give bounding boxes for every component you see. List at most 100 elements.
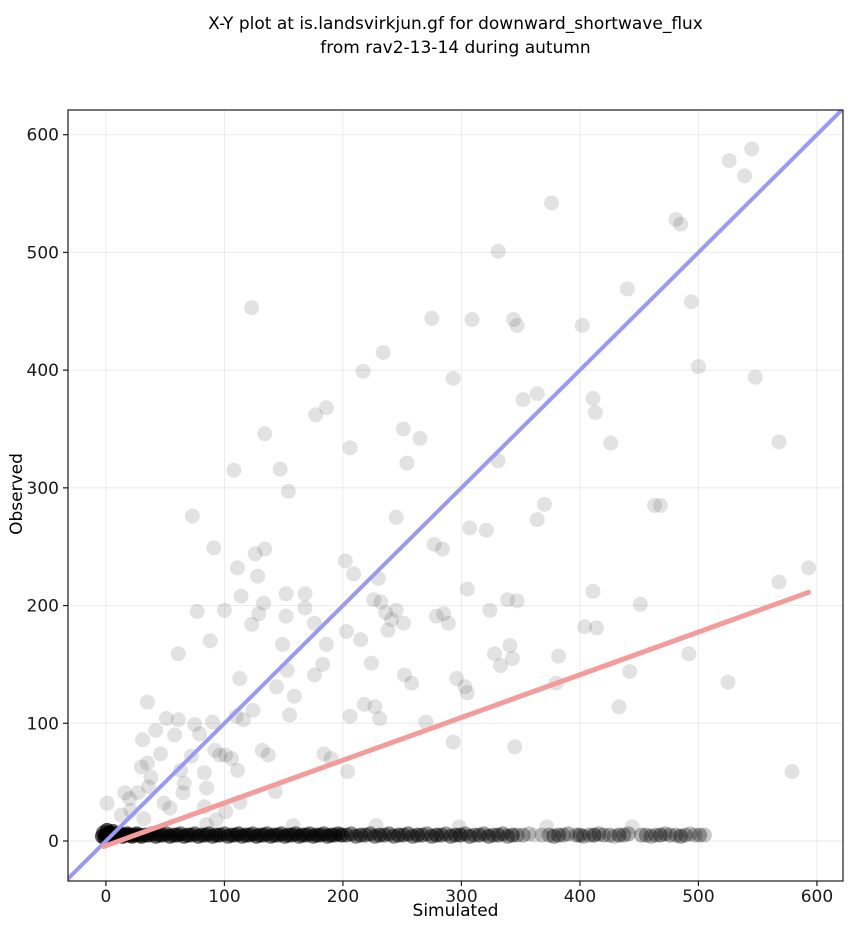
- scatter-point: [156, 795, 172, 811]
- scatter-point: [306, 615, 322, 631]
- scatter-point: [148, 722, 164, 738]
- scatter-point: [141, 779, 157, 795]
- scatter-point: [286, 688, 302, 704]
- scatter-point: [490, 243, 506, 259]
- scatter-point: [632, 596, 648, 612]
- scatter-point: [250, 568, 266, 584]
- scatter-point: [206, 540, 222, 556]
- scatter-point: [581, 827, 597, 843]
- chart-title: X-Y plot at is.landsvirkjun.gf for downw…: [68, 12, 843, 60]
- scatter-point: [426, 536, 442, 552]
- scatter-point: [184, 508, 200, 524]
- scatter-point: [634, 827, 650, 843]
- scatter-point: [784, 764, 800, 780]
- scatter-point: [316, 746, 332, 762]
- scatter-point: [429, 827, 445, 843]
- scatter-point: [606, 828, 622, 844]
- scatter-point: [176, 775, 192, 791]
- scatter-point: [306, 667, 322, 683]
- scatter-point: [334, 827, 350, 843]
- scatter-point: [591, 826, 607, 842]
- scatter-point: [257, 426, 273, 442]
- scatter-point: [205, 714, 221, 730]
- scatter-point: [509, 593, 525, 609]
- scatter-point: [353, 827, 369, 843]
- scatter-point: [380, 622, 396, 638]
- scatter-point: [189, 603, 205, 619]
- scatter-point: [433, 827, 449, 843]
- scatter-point: [372, 711, 388, 727]
- scatter-point: [373, 594, 389, 610]
- scatter-point: [245, 702, 261, 718]
- scatter-point: [414, 827, 430, 843]
- regression-line: [101, 589, 812, 850]
- scatter-point: [244, 300, 260, 316]
- x-tick-label-300: 300: [445, 887, 477, 907]
- chart-title-line1: X-Y plot at is.landsvirkjun.gf for downw…: [208, 14, 703, 34]
- scatter-point: [136, 811, 152, 827]
- scatter-point: [122, 791, 138, 807]
- scatter-point: [388, 509, 404, 525]
- scatter-point: [346, 566, 362, 582]
- chart-title-line2: from rav2-13-14 during autumn: [320, 38, 591, 58]
- y-tick-label-300: 300: [27, 479, 59, 499]
- scatter-point: [747, 369, 763, 385]
- scatter-point: [135, 732, 151, 748]
- scatter-point: [170, 646, 186, 662]
- scatter-point: [721, 153, 737, 169]
- scatter-point: [546, 828, 562, 844]
- x-tick-label-500: 500: [682, 887, 714, 907]
- scatter-point: [412, 430, 428, 446]
- scatter-point: [771, 434, 787, 450]
- y-tick-label-600: 600: [27, 126, 59, 146]
- scatter-point: [502, 638, 518, 654]
- scatter-point: [560, 826, 576, 842]
- scatter-point: [539, 819, 555, 835]
- scatter-point: [196, 765, 212, 781]
- scatter-point: [254, 742, 270, 758]
- scatter-point: [487, 646, 503, 662]
- scatter-point: [551, 648, 567, 664]
- scatter-point: [308, 407, 324, 423]
- scatter-point: [478, 522, 494, 538]
- scatter-point: [452, 827, 468, 843]
- scatter-point: [577, 619, 593, 635]
- scatter-point: [395, 421, 411, 437]
- scatter-point: [568, 827, 584, 843]
- scatter-point: [251, 606, 267, 622]
- scatter-point: [586, 827, 602, 843]
- scatter-point: [653, 827, 669, 843]
- scatter-point: [668, 211, 684, 227]
- identity-line: [68, 110, 843, 881]
- scatter-point: [395, 827, 411, 843]
- scatter-point: [476, 826, 492, 842]
- scatter-point: [278, 608, 294, 624]
- scatter-point: [596, 827, 612, 843]
- scatter-point: [297, 600, 313, 616]
- scatter-point: [315, 656, 331, 672]
- scatter-point: [229, 560, 245, 576]
- scatter-point: [682, 826, 698, 842]
- scatter-point: [534, 827, 550, 843]
- scatter-point: [397, 667, 413, 683]
- scatter-point: [619, 281, 635, 297]
- scatter-point: [500, 828, 516, 844]
- scatter-point: [274, 636, 290, 652]
- y-tick-label-100: 100: [27, 714, 59, 734]
- scatter-point: [143, 769, 159, 785]
- scatter-point: [459, 685, 475, 701]
- scatter-point: [457, 826, 473, 842]
- scatter-point: [509, 317, 525, 333]
- scatter-point: [587, 405, 603, 421]
- scatter-point: [353, 632, 369, 648]
- x-tick-label-400: 400: [564, 887, 596, 907]
- scatter-point: [801, 560, 817, 576]
- scatter-point: [509, 827, 525, 843]
- scatter-point: [338, 623, 354, 639]
- scatter-point: [229, 762, 245, 778]
- scatter-point: [218, 747, 234, 763]
- scatter-point: [170, 712, 186, 728]
- scatter-point: [662, 827, 678, 843]
- scatter-point: [485, 827, 501, 843]
- scatter-point: [737, 168, 753, 184]
